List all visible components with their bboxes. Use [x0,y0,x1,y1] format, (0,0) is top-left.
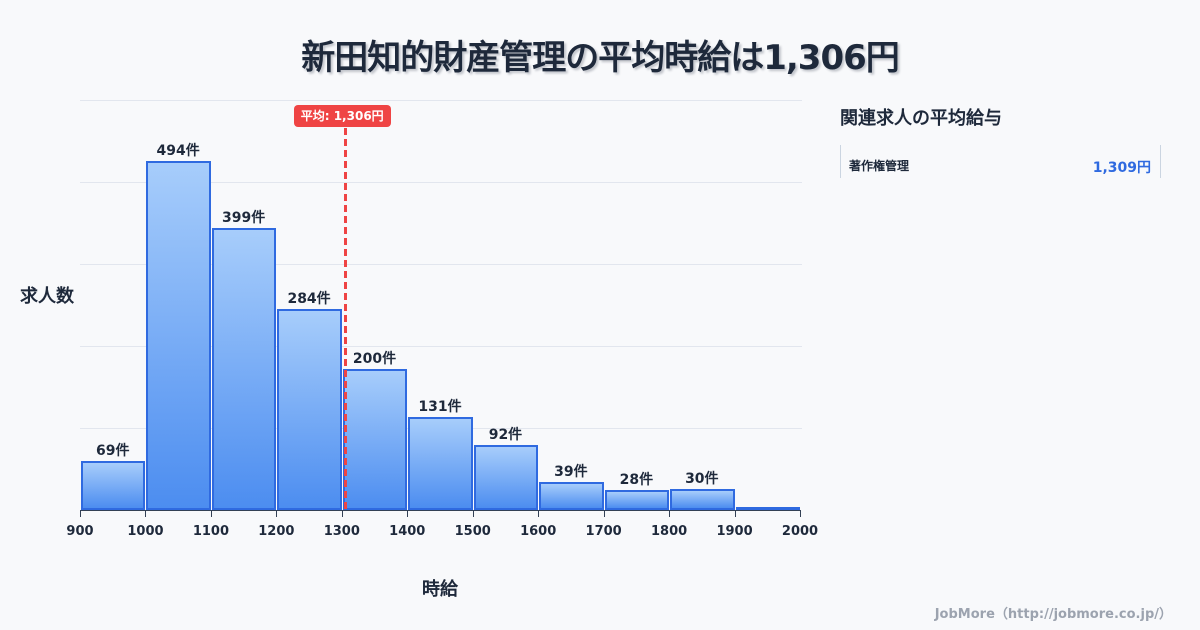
x-tick [538,510,540,517]
histogram-bar [277,309,342,510]
histogram-bar [81,461,146,510]
related-job-row[interactable]: 著作権管理 1,309円 [840,145,1161,178]
gridline [80,264,802,265]
gridline [80,346,802,347]
histogram-bar [604,490,670,510]
bar-value-label: 494件 [156,142,200,159]
x-tick [800,510,801,517]
bar-value-label: 399件 [222,209,266,226]
x-tick-label: 900 [66,524,94,539]
bar-value-label: 39件 [554,464,588,481]
x-tick-label: 1200 [258,524,295,539]
x-tick [407,510,409,517]
bar-value-label: 69件 [95,443,130,460]
bar-value-label: 28件 [619,472,654,489]
footer-credit: JobMore（http://jobmore.co.jp/） [934,607,1172,622]
histogram-bar [539,482,604,510]
x-tick-label: 1300 [323,524,360,539]
histogram-bar [408,417,473,510]
related-job-value: 1,309円 [1092,160,1151,176]
x-tick [80,510,81,517]
histogram-bar [670,488,735,510]
x-tick-label: 1500 [454,524,491,539]
page-title: 新田知的財産管理の平均時給は1,306円 [301,38,900,78]
bar-value-label: 200件 [352,350,397,367]
histogram-chart: 69件 494件 399件 284件 200件 131件 92件 39件 28件 30件 900 1… [20,100,819,600]
x-tick-label: 1000 [127,524,164,539]
bar-value-label: 284件 [287,291,331,308]
x-tick-label: 1900 [716,524,753,539]
x-tick [472,510,474,517]
x-tick [276,510,278,517]
x-tick [734,510,736,517]
x-tick [603,510,605,517]
x-tick [145,510,147,517]
x-tick-label: 1400 [389,524,426,539]
y-axis-title: 求人数 [20,286,74,307]
x-tick [341,510,343,517]
histogram-bar [342,368,408,510]
related-jobs-title: 関連求人の平均給与 [840,108,1002,129]
x-tick-label: 1700 [585,524,622,539]
bar-value-label: 131件 [418,399,462,416]
gridline [80,182,802,183]
bar-value-label: 30件 [685,470,719,487]
mean-line [344,128,348,510]
x-axis-line [80,510,800,511]
mean-badge: 平均: 1,306円 [293,105,391,127]
x-tick [669,510,671,517]
histogram-bar [146,160,211,510]
bar-value-label: 92件 [488,426,523,443]
histogram-bar [473,444,539,510]
x-tick [210,510,212,517]
related-job-label: 著作権管理 [849,159,910,173]
x-tick-label: 1600 [520,524,557,539]
histogram-bar [735,507,800,510]
gridline [80,100,802,101]
histogram-bar [211,227,277,510]
x-tick-label: 1800 [650,524,688,539]
x-tick-label: 2000 [781,524,819,539]
x-axis-title: 時給 [422,579,458,600]
x-tick-label: 1100 [192,524,229,539]
